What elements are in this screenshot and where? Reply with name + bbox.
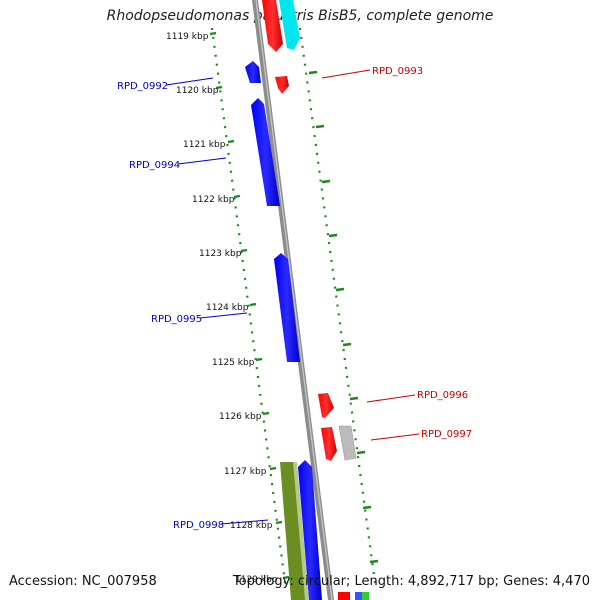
tick-label: 1123 kbp	[199, 249, 242, 259]
tick-label: 1121 kbp	[183, 140, 226, 150]
feature-olive	[280, 462, 306, 600]
genome-title: Rhodopseudomonas palustris BisB5, comple…	[106, 8, 494, 24]
tick-label: 1124 kbp	[206, 303, 249, 313]
feature-gray	[338, 425, 357, 461]
tick-labels: 1119 kbp 1120 kbp 1121 kbp 1122 kbp 1123 kbp…	[166, 32, 278, 585]
feature-olive-shade	[293, 462, 309, 600]
gene-arrow-rpd-0996	[318, 393, 334, 418]
tick-label: 1128 kbp	[230, 521, 273, 531]
gene-label-rpd-0992[interactable]: RPD_0992	[117, 81, 168, 92]
gene-labels: RPD_0992 RPD_0993 RPD_0994 RPD_0995 RPD_0996…	[117, 66, 472, 531]
inner-major-ticks	[209, 31, 290, 580]
tick-label: 1126 kbp	[219, 412, 262, 422]
gene-label-rpd-0995[interactable]: RPD_0995	[151, 314, 202, 325]
tick-label: 1129 kbp	[235, 575, 278, 585]
gene-label-rpd-0998[interactable]: RPD_0998	[173, 520, 224, 531]
feature-red-top	[262, 0, 283, 52]
topology-label: Topology: circular; Length: 4,892,717 bp…	[232, 574, 590, 589]
tick-label: 1122 kbp	[192, 195, 235, 205]
tick-label: 1125 kbp	[212, 358, 255, 368]
gene-arrow-rpd-0993	[275, 76, 289, 94]
gene-arrow-rpd-0997	[321, 427, 337, 461]
gene-arrow-rpd-0995	[274, 253, 300, 362]
feature-cyan-top	[279, 0, 300, 50]
feature-green-bottom	[362, 592, 369, 600]
backbone-highlight	[255, 0, 333, 600]
gene-label-rpd-0996[interactable]: RPD_0996	[417, 390, 468, 401]
gene-label-rpd-0994[interactable]: RPD_0994	[129, 160, 180, 171]
tick-label: 1127 kbp	[224, 467, 267, 477]
tick-label: 1119 kbp	[166, 32, 209, 42]
feature-red-bottom	[338, 592, 350, 600]
feature-blue-bottom	[355, 592, 362, 600]
accession-label: Accession: NC_007958	[9, 574, 157, 589]
gene-leader-lines	[165, 69, 420, 525]
gene-label-rpd-0997[interactable]: RPD_0997	[421, 429, 472, 440]
gene-arrow-rpd-0998	[298, 460, 322, 600]
gene-label-rpd-0993[interactable]: RPD_0993	[372, 66, 423, 77]
gene-arrow-rpd-0992	[245, 61, 261, 83]
gene-arrow-rpd-0994	[251, 98, 280, 206]
tick-label: 1120 kbp	[176, 86, 219, 96]
outer-major-ticks	[308, 70, 379, 564]
